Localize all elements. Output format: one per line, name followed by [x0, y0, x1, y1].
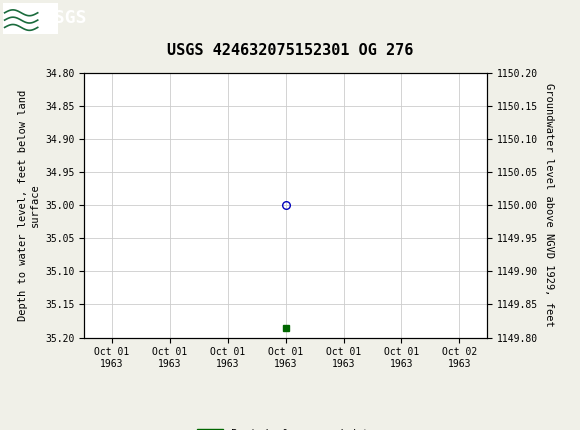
Y-axis label: Depth to water level, feet below land
surface: Depth to water level, feet below land su… — [18, 90, 39, 321]
Y-axis label: Groundwater level above NGVD 1929, feet: Groundwater level above NGVD 1929, feet — [543, 83, 553, 327]
Text: USGS: USGS — [44, 9, 87, 27]
Text: USGS 424632075152301 OG 276: USGS 424632075152301 OG 276 — [167, 43, 413, 58]
Bar — [3, 3, 58, 34]
Legend: Period of approved data: Period of approved data — [193, 425, 379, 430]
